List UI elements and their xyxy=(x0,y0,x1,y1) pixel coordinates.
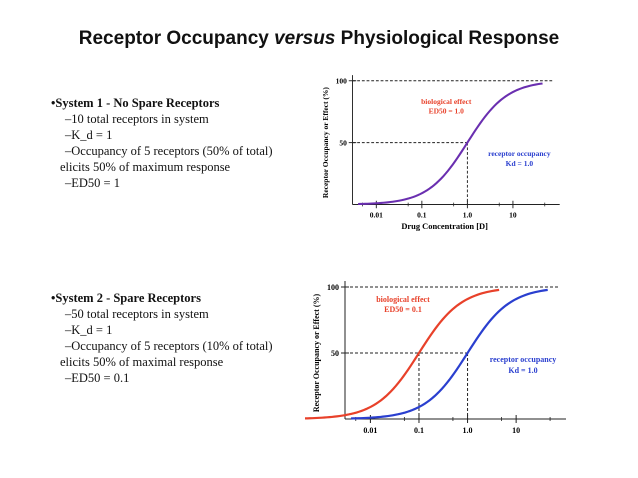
effect-value: ED50 = 0.1 xyxy=(384,305,422,314)
x-tick-label: 0.01 xyxy=(363,426,377,435)
y-tick-label: 50 xyxy=(331,349,339,358)
occupancy-effect-curve xyxy=(358,82,543,206)
effect-curve xyxy=(305,288,500,420)
system-1-text: •System 1 - No Spare Receptors –10 total… xyxy=(51,95,317,191)
system-1-heading: •System 1 - No Spare Receptors xyxy=(51,96,220,110)
x-tick-label: 0.1 xyxy=(417,211,427,220)
title-part-2: Physiological Response xyxy=(335,28,560,49)
x-tick-label: 1.0 xyxy=(463,211,473,220)
effect-label: biological effect xyxy=(421,97,472,106)
x-tick-label: 10 xyxy=(512,426,520,435)
x-tick-label: 0.1 xyxy=(414,426,424,435)
system-1-line-2: –K_d = 1 xyxy=(65,128,113,142)
system-2-line-1: –50 total receptors in system xyxy=(65,307,209,321)
system-2-heading: •System 2 - Spare Receptors xyxy=(51,291,201,305)
system-2-line-4: elicits 50% of maximal response xyxy=(60,355,224,369)
system-2-text: •System 2 - Spare Receptors –50 total re… xyxy=(51,290,317,386)
y-tick-label: 100 xyxy=(336,77,348,86)
x-axis-label: Drug Concentration [D] xyxy=(401,221,488,231)
system-1-line-4: elicits 50% of maximum response xyxy=(60,160,231,174)
system-1-line-3: –Occupancy of 5 receptors (50% of total) xyxy=(65,144,273,158)
occupancy-value: Kd = 1.0 xyxy=(508,366,537,375)
system-1-line-5: –ED50 = 1 xyxy=(65,176,120,190)
occupancy-value: Kd = 1.0 xyxy=(506,159,534,168)
y-axis-label: Receptor Occupancy or Effect (%) xyxy=(312,294,321,413)
y-tick-label: 50 xyxy=(339,138,347,147)
system-2-line-3: –Occupancy of 5 receptors (10% of total) xyxy=(65,339,273,353)
x-tick-label: 10 xyxy=(509,211,517,220)
system-1-line-1: –10 total receptors in system xyxy=(65,112,209,126)
x-tick-label: 0.01 xyxy=(370,211,383,220)
title-part-1: Receptor Occupancy xyxy=(78,28,275,49)
occupancy-label: receptor occupancy xyxy=(488,149,551,158)
occupancy-label: receptor occupancy xyxy=(490,355,557,364)
y-tick-label: 100 xyxy=(327,283,339,292)
title-emphasis: versus xyxy=(274,28,336,49)
system-2-line-2: –K_d = 1 xyxy=(65,323,113,337)
system-2-line-5: –ED50 = 0.1 xyxy=(65,371,130,385)
page-title: Receptor Occupancy versus Physiological … xyxy=(0,28,638,50)
y-axis-label: Receptor Occupancy or Effect (%) xyxy=(321,87,330,198)
effect-label: biological effect xyxy=(376,295,430,304)
effect-value: ED50 = 1.0 xyxy=(429,107,465,116)
x-tick-label: 1.0 xyxy=(463,426,473,435)
occupancy-curve xyxy=(350,288,548,420)
